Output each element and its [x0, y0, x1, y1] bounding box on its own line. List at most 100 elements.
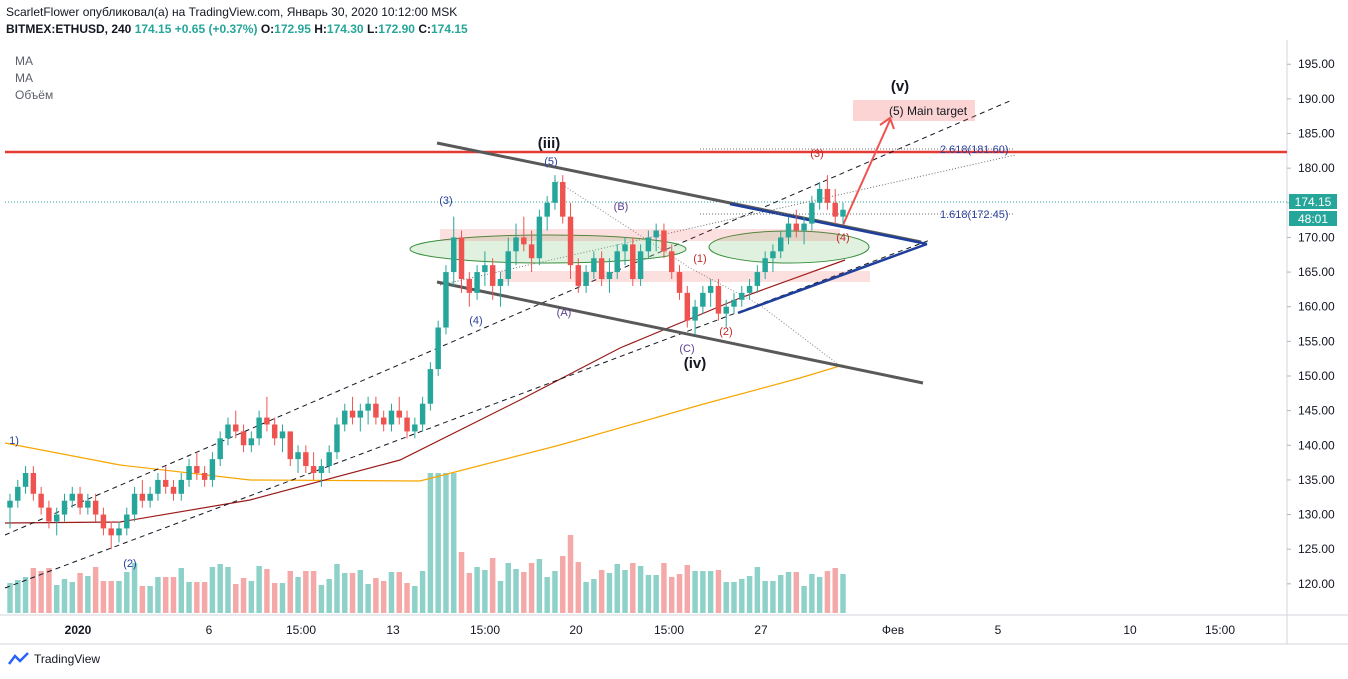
volume-bar: [334, 564, 340, 613]
volume-bar: [497, 581, 504, 613]
volume-bar: [46, 568, 52, 613]
volume-bar: [630, 563, 636, 613]
candle-body: [427, 369, 434, 404]
target-arrow: [842, 119, 891, 226]
candle-body: [303, 452, 309, 467]
candle-body: [591, 258, 597, 273]
candle-body: [637, 251, 644, 280]
candle-body: [162, 479, 169, 487]
x-tick-label: 6: [206, 623, 213, 637]
candle-body: [552, 182, 558, 203]
y-tick-label: 130.00: [1298, 508, 1335, 522]
volume-bar: [482, 570, 488, 613]
candle-body: [170, 486, 177, 494]
volume-bar: [419, 571, 426, 613]
candle-body: [661, 230, 667, 252]
candle-body: [7, 500, 13, 508]
x-tick-label: 27: [754, 623, 768, 637]
candle-body: [279, 431, 286, 439]
volume-bar: [209, 567, 216, 613]
candle-body: [264, 417, 270, 425]
candle-body: [451, 237, 457, 273]
volume-bar: [178, 568, 184, 613]
symbol-name[interactable]: BITMEX:ETHUSD, 240: [6, 22, 132, 36]
volume-bar: [155, 577, 161, 613]
candle-body: [22, 472, 29, 487]
volume-bar: [30, 568, 37, 613]
candle-body: [15, 486, 21, 501]
candle-body: [240, 431, 247, 446]
y-tick-label: 120.00: [1298, 577, 1335, 591]
volume-bar: [365, 584, 371, 613]
volume-bar: [77, 573, 83, 613]
candle-body: [630, 244, 636, 280]
candle-body: [365, 403, 371, 411]
volume-bar: [793, 572, 800, 613]
candles: [7, 175, 846, 550]
label-sub-3: (3): [810, 148, 823, 160]
volume-bar: [676, 574, 683, 613]
volume-bar: [435, 473, 441, 613]
candle-body: [342, 410, 348, 425]
price-badge-bg: [1289, 194, 1337, 209]
candle-body: [458, 237, 465, 280]
candle-body: [746, 285, 753, 293]
indicator-ma-2[interactable]: MA: [15, 71, 33, 85]
candle-body: [334, 424, 340, 453]
x-tick-label: 2020: [65, 623, 92, 637]
candle-body: [178, 479, 184, 494]
candle-body: [801, 223, 807, 231]
candle-body: [412, 424, 418, 432]
volume-bar: [785, 572, 792, 613]
volume-bar: [116, 581, 122, 613]
volume-bar: [396, 572, 402, 613]
candle-body: [785, 223, 792, 238]
volume-bar: [544, 577, 550, 613]
volume-bar: [700, 571, 706, 613]
volume-bar: [816, 577, 823, 613]
open-value: 172.95: [274, 22, 311, 36]
volume-bar: [295, 577, 301, 613]
y-tick-label: 185.00: [1298, 127, 1335, 141]
indicator-ma-1[interactable]: MA: [15, 54, 33, 68]
symbol-line: BITMEX:ETHUSD, 240 174.15 +0.65 (+0.37%)…: [6, 22, 468, 36]
candle-body: [809, 202, 815, 224]
candle-body: [653, 230, 659, 238]
volume-bar: [552, 571, 558, 613]
volume-bar: [637, 566, 644, 613]
y-tick-label: 195.00: [1298, 57, 1335, 71]
candle-body: [124, 514, 130, 529]
label-wave-5: (5): [544, 156, 557, 168]
volume-bar: [614, 564, 620, 613]
volume-bar: [606, 573, 613, 613]
y-tick-label: 145.00: [1298, 404, 1335, 418]
drawings: [4, 99, 1287, 589]
volume-bar: [380, 581, 387, 613]
volume-bar: [201, 582, 208, 613]
y-tick-label: 190.00: [1298, 92, 1335, 106]
candle-body: [77, 493, 83, 508]
candle-body: [754, 272, 761, 286]
label-wave-3: (3): [439, 195, 452, 207]
candle-body: [100, 514, 107, 529]
candle-body: [669, 251, 675, 273]
y-tick-label: 140.00: [1298, 438, 1335, 452]
candle-body: [497, 279, 504, 286]
indicator-volume[interactable]: Объём: [15, 88, 54, 102]
volume-bar: [684, 565, 691, 613]
y-tick-label: 150.00: [1298, 369, 1335, 383]
volume-bar: [489, 558, 496, 613]
candle-body: [528, 244, 535, 259]
candle-body: [194, 466, 200, 473]
candle-body: [388, 410, 395, 425]
volume-bar: [186, 582, 192, 613]
high-label: H:: [314, 22, 327, 36]
volume-bar: [777, 575, 784, 613]
volume-bar: [53, 585, 60, 613]
x-tick-label: 20: [569, 623, 583, 637]
tradingview-icon: [8, 652, 29, 665]
publish-info: ScarletFlower опубликовал(а) на TradingV…: [6, 5, 458, 19]
volume-bar: [342, 573, 348, 613]
volume-bar: [412, 586, 418, 613]
